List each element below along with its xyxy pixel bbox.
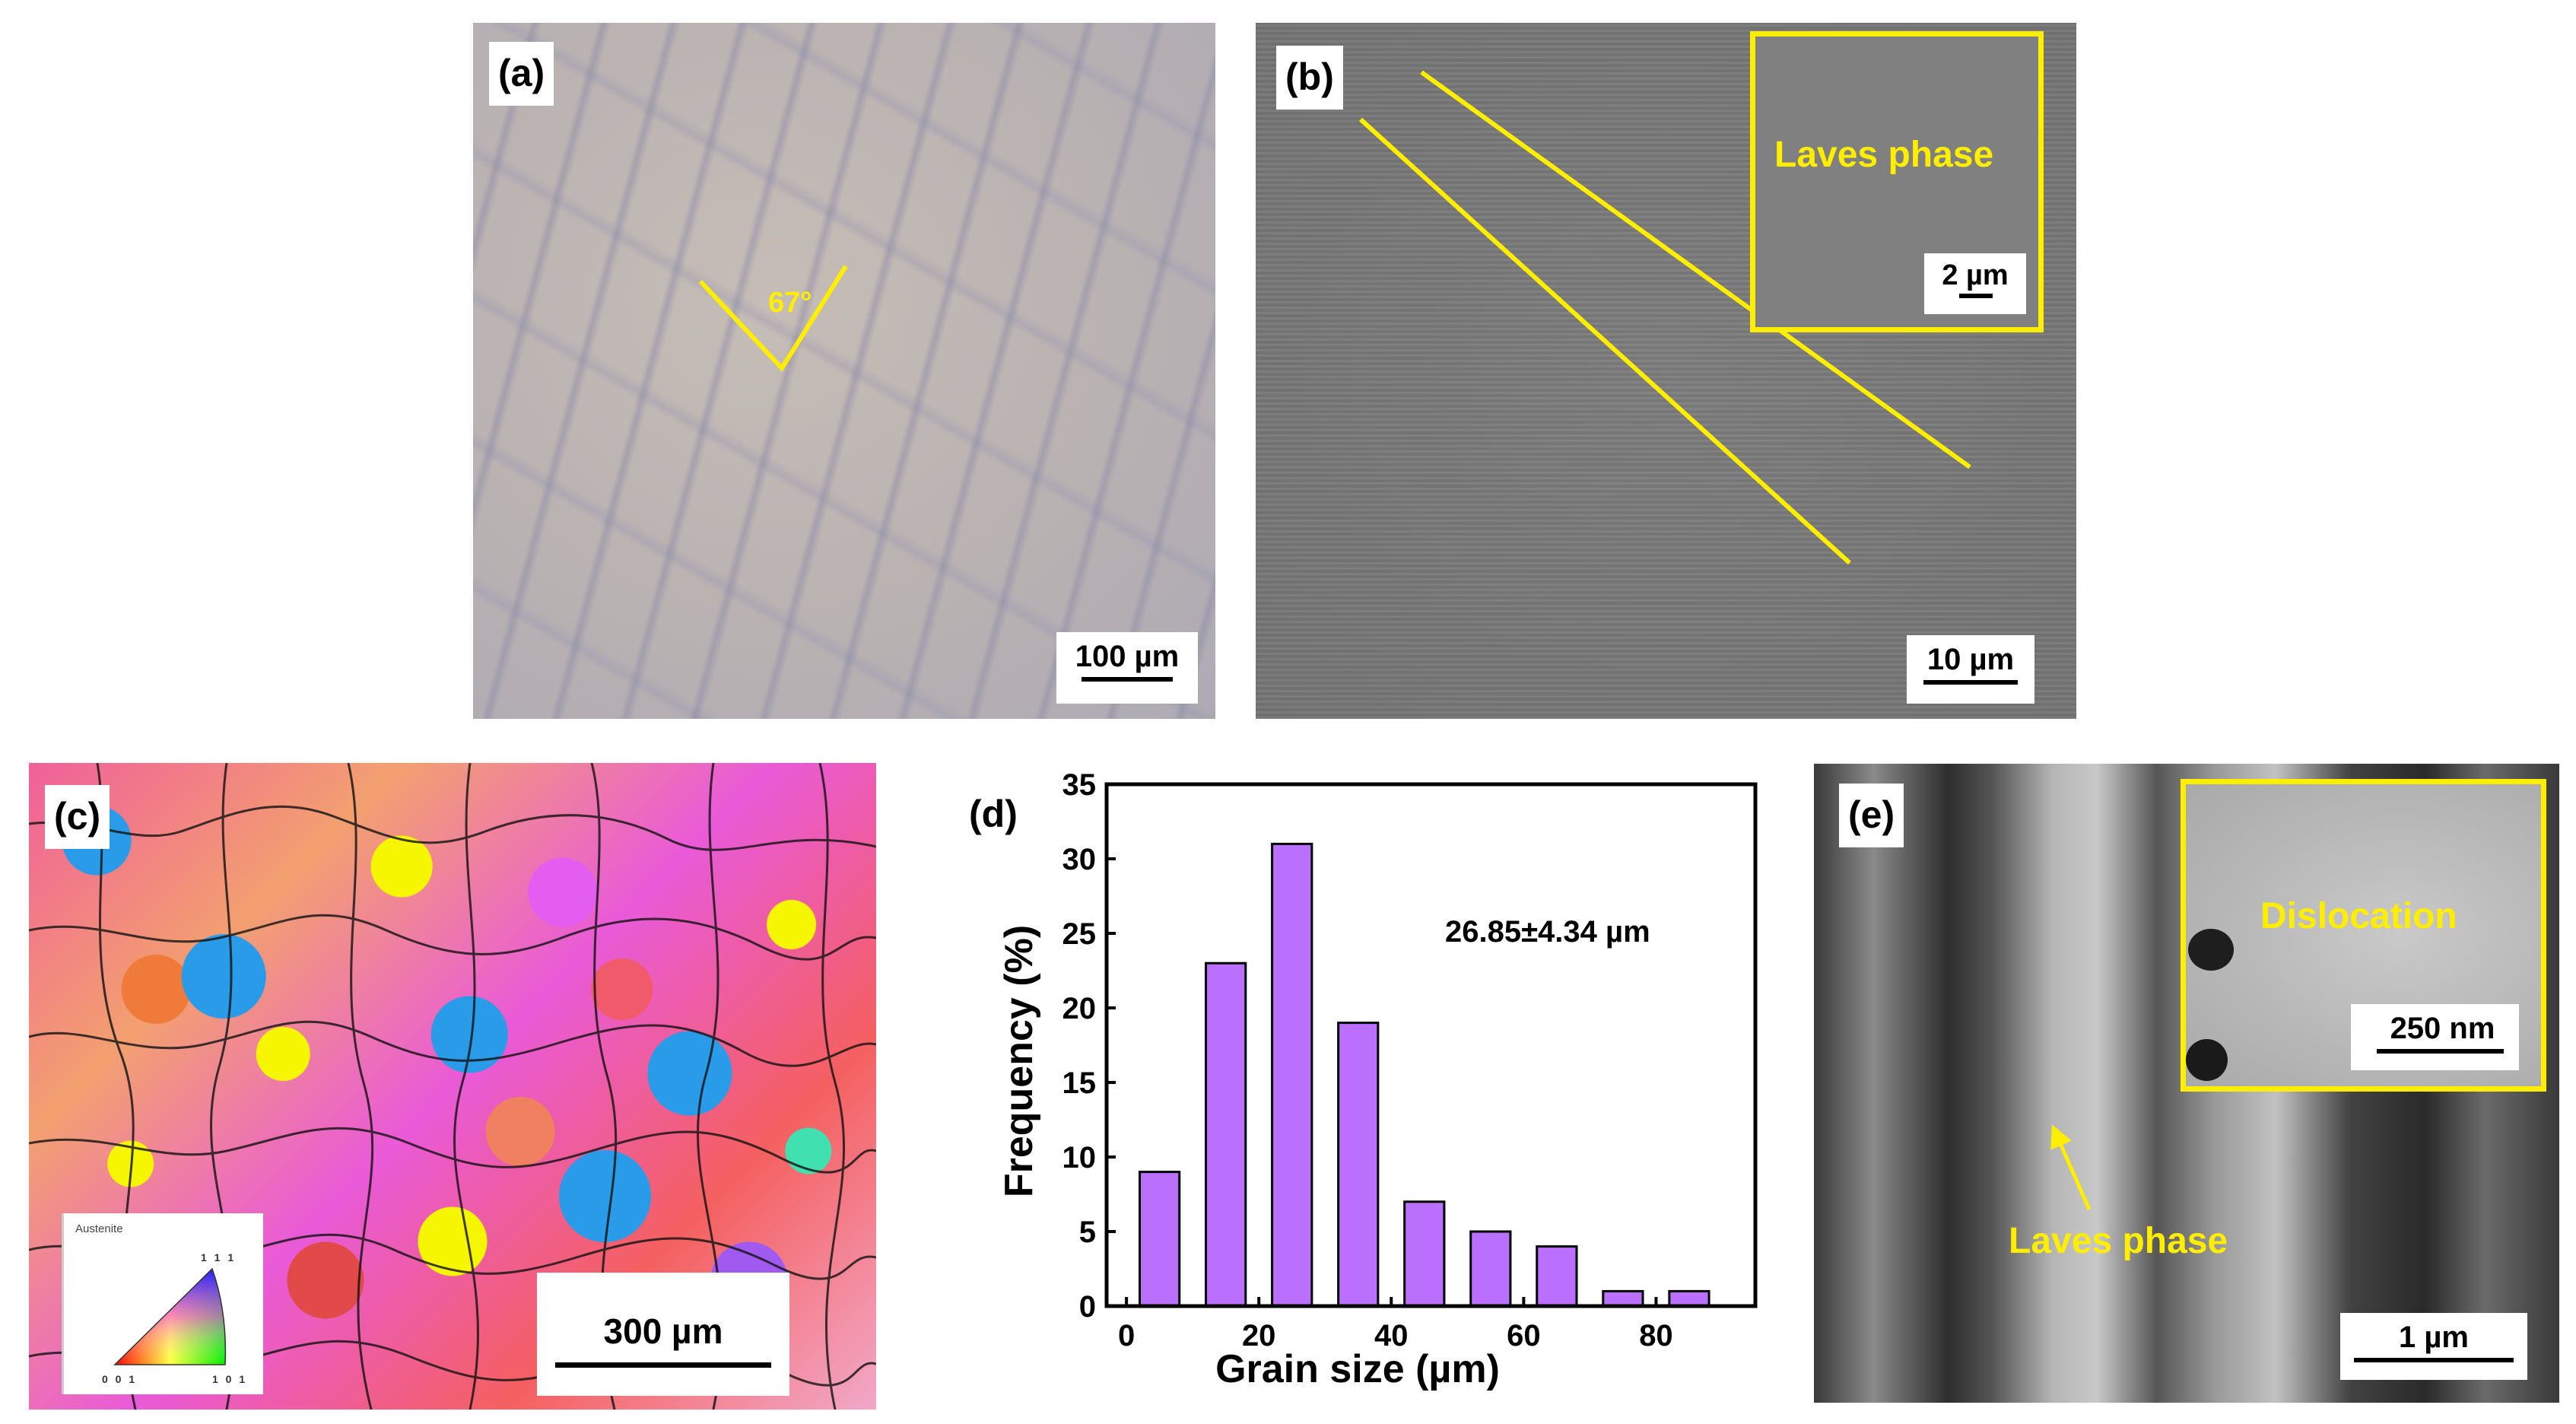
panel-e-tem-micrograph: (e) Dislocation 250 nm Laves phase 1 µm [1814, 764, 2559, 1403]
svg-text:0: 0 [1118, 1319, 1135, 1352]
svg-text:25: 25 [1062, 917, 1097, 951]
panel-label-b: (b) [1276, 46, 1343, 110]
svg-text:35: 35 [1062, 768, 1097, 802]
inset-label-dislocation: Dislocation [2260, 896, 2457, 936]
histogram-bar [1139, 1171, 1181, 1308]
panel-label-d: (d) [969, 793, 1018, 835]
svg-text:20: 20 [1062, 992, 1097, 1025]
svg-text:10: 10 [1062, 1141, 1097, 1174]
precipitate-particle [2186, 1039, 2228, 1081]
panel-label-e: (e) [1839, 784, 1904, 847]
histogram-bar [1668, 1289, 1710, 1308]
histogram-bar [1271, 842, 1313, 1308]
mean-grain-size-annotation: 26.85±4.34 µm [1445, 915, 1650, 949]
svg-text:40: 40 [1374, 1319, 1409, 1352]
ipf-triangle-icon [113, 1267, 227, 1365]
svg-text:30: 30 [1062, 843, 1097, 876]
inset-scale-bar: 2 µm [1924, 253, 2026, 314]
angle-label: 67° [768, 287, 812, 319]
ipf-color-key-legend: Austenite 1 1 1 0 0 1 1 0 1 [62, 1213, 263, 1394]
panel-d-grain-size-histogram: (d) 0 5 10 15 20 25 30 35 0 20 40 60 80 Frequency (%… [958, 764, 1780, 1419]
arrow-icon [2050, 1124, 2092, 1211]
panel-c-ebsd-map: (c) 300 µm [29, 763, 876, 1410]
histogram-plot: 0 5 10 15 20 25 30 35 0 20 40 60 80 [1062, 768, 1758, 1352]
svg-text:15: 15 [1062, 1066, 1097, 1100]
svg-text:80: 80 [1639, 1319, 1673, 1352]
panel-b-sem-micrograph: (b) Laves phase 2 µm 10 µm [1256, 23, 2076, 719]
scale-bar-b: 10 µm [1907, 635, 2034, 704]
y-axis-title: Frequency (%) [997, 924, 1041, 1198]
laves-phase-label: Laves phase [2009, 1221, 2228, 1261]
dislocation-inset: Dislocation 250 nm [2181, 779, 2546, 1092]
inset-label-laves-phase: Laves phase [1774, 135, 1994, 175]
legend-corner-111: 1 1 1 [201, 1251, 237, 1263]
scale-bar-a: 100 µm [1056, 632, 1198, 704]
panel-a-optical-micrograph: (a) 67° 100 µm [473, 23, 1215, 719]
svg-text:60: 60 [1507, 1319, 1541, 1352]
angle-annotation-lines [698, 265, 848, 372]
histogram-bar [1403, 1200, 1446, 1308]
svg-text:5: 5 [1079, 1216, 1096, 1249]
svg-text:0: 0 [1079, 1290, 1096, 1324]
inset-scale-bar-e: 250 nm [2351, 1004, 2519, 1070]
legend-corner-001: 0 0 1 [102, 1373, 138, 1385]
histogram-bar [1469, 1230, 1512, 1308]
scale-bar-e: 1 µm [2340, 1313, 2527, 1380]
histogram-bar [1205, 962, 1247, 1308]
precipitate-particle [2188, 929, 2234, 971]
region-boundary-lines [1358, 70, 1971, 565]
histogram-bar [1602, 1289, 1644, 1308]
panel-label-c: (c) [45, 785, 110, 849]
histogram-bar [1337, 1022, 1380, 1308]
svg-text:20: 20 [1242, 1319, 1276, 1352]
legend-title: Austenite [75, 1222, 123, 1235]
histogram-bar [1536, 1245, 1578, 1308]
panel-label-a: (a) [489, 42, 554, 106]
legend-corner-101: 1 0 1 [212, 1373, 248, 1385]
laves-phase-inset: Laves phase 2 µm [1750, 31, 2044, 332]
x-axis-title: Grain size (µm) [1215, 1347, 1500, 1391]
scale-bar-c: 300 µm [537, 1273, 789, 1396]
